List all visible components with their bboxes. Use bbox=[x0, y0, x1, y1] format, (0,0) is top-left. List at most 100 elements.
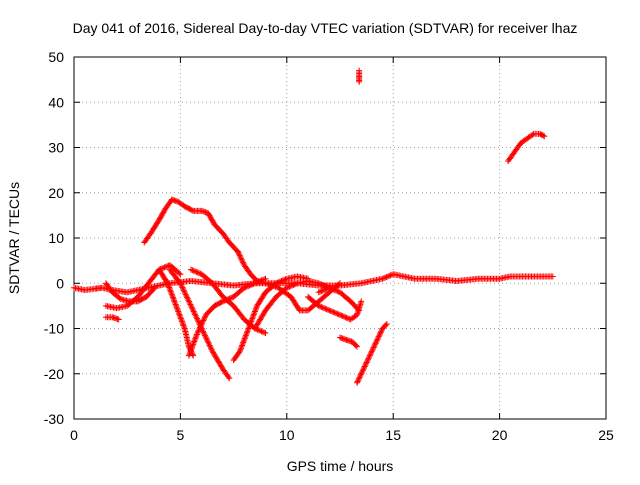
data-point-interp bbox=[343, 314, 350, 321]
data-point-interp bbox=[181, 288, 188, 295]
data-point-interp bbox=[180, 322, 187, 329]
data-point-interp bbox=[243, 329, 250, 336]
data-point-interp bbox=[330, 309, 337, 316]
data-point-interp bbox=[356, 374, 363, 381]
data-point-interp bbox=[265, 281, 272, 288]
data-point-interp bbox=[185, 297, 192, 304]
data-point bbox=[354, 379, 361, 386]
data-point-interp bbox=[178, 318, 185, 325]
y-tick-label: -30 bbox=[44, 411, 64, 427]
data-point-interp bbox=[197, 323, 204, 330]
data-point-interp bbox=[319, 281, 326, 288]
data-point-interp bbox=[252, 305, 259, 312]
data-point bbox=[194, 330, 201, 337]
data-point-interp bbox=[178, 281, 185, 288]
data-point-interp bbox=[227, 294, 234, 301]
data-point-interp bbox=[263, 280, 270, 287]
data-point-interp bbox=[339, 313, 346, 320]
data-point-interp bbox=[247, 319, 254, 326]
data-point-interp bbox=[116, 295, 123, 302]
data-point-interp bbox=[277, 278, 284, 285]
data-point-interp bbox=[540, 132, 547, 139]
data-point-interp bbox=[318, 304, 325, 311]
data-point-interp bbox=[178, 283, 185, 290]
data-point-interp bbox=[184, 295, 191, 302]
data-point-interp bbox=[382, 322, 389, 329]
data-point-interp bbox=[208, 216, 215, 223]
data-point-interp bbox=[165, 281, 172, 288]
data-point-interp bbox=[244, 326, 251, 333]
data-point-interp bbox=[333, 310, 340, 317]
data-point-interp bbox=[375, 333, 382, 340]
data-point-interp bbox=[272, 283, 279, 290]
data-point-interp bbox=[202, 332, 209, 339]
data-point-interp bbox=[191, 338, 198, 345]
data-point bbox=[151, 284, 158, 291]
series-arc-cascade-a bbox=[156, 266, 197, 359]
data-point-interp bbox=[318, 288, 325, 295]
data-point-interp bbox=[206, 212, 213, 219]
data-point-interp bbox=[188, 207, 195, 214]
data-point-interp bbox=[278, 277, 285, 284]
data-point-interp bbox=[355, 375, 362, 382]
data-point bbox=[219, 298, 226, 305]
data-point-interp bbox=[357, 371, 364, 378]
data-point-interp bbox=[192, 335, 199, 342]
data-point-interp bbox=[188, 345, 195, 352]
data-point-interp bbox=[281, 276, 288, 283]
data-point-interp bbox=[331, 287, 338, 294]
data-point-interp bbox=[201, 331, 208, 338]
data-point-interp bbox=[368, 349, 375, 356]
data-point bbox=[205, 210, 212, 217]
data-point-interp bbox=[331, 309, 338, 316]
data-point-interp bbox=[197, 324, 204, 331]
data-point-interp bbox=[380, 275, 387, 282]
data-point-interp bbox=[387, 272, 394, 279]
data-point-interp bbox=[322, 305, 329, 312]
data-point-interp bbox=[261, 329, 268, 336]
y-tick-label: 0 bbox=[56, 275, 64, 291]
data-point-interp bbox=[371, 341, 378, 348]
data-point-interp bbox=[192, 334, 199, 341]
data-point-interp bbox=[158, 211, 165, 218]
data-point-interp bbox=[374, 336, 381, 343]
data-point-interp bbox=[198, 321, 205, 328]
data-point-interp bbox=[244, 328, 251, 335]
data-point-interp bbox=[257, 327, 264, 334]
data-point-interp bbox=[174, 305, 181, 312]
data-point-interp bbox=[358, 370, 365, 377]
data-point-interp bbox=[186, 300, 193, 307]
data-point-interp bbox=[377, 329, 384, 336]
data-point-interp bbox=[189, 267, 196, 274]
data-point bbox=[337, 311, 343, 318]
data-point-interp bbox=[321, 287, 328, 294]
data-point-interp bbox=[193, 331, 200, 338]
data-point bbox=[234, 248, 241, 255]
data-point-interp bbox=[355, 306, 362, 313]
data-point-interp bbox=[189, 342, 196, 349]
data-point-interp bbox=[158, 213, 165, 220]
data-point-interp bbox=[251, 309, 258, 316]
data-point-interp bbox=[157, 214, 164, 221]
data-point bbox=[188, 302, 195, 309]
data-point-interp bbox=[180, 287, 187, 294]
data-point-interp bbox=[165, 283, 172, 290]
data-point-interp bbox=[178, 317, 185, 324]
y-tick-label: -10 bbox=[44, 321, 64, 337]
data-point-interp bbox=[173, 304, 180, 311]
data-point-interp bbox=[237, 346, 244, 353]
data-point-interp bbox=[176, 270, 183, 277]
data-point-interp bbox=[363, 359, 370, 366]
data-point bbox=[315, 302, 322, 309]
data-point-interp bbox=[191, 309, 198, 316]
data-point-interp bbox=[246, 322, 253, 329]
series-arc-hump-18 bbox=[141, 196, 241, 255]
data-point-interp bbox=[182, 291, 189, 298]
data-point bbox=[115, 316, 122, 323]
data-point-interp bbox=[236, 251, 243, 258]
data-point-interp bbox=[208, 346, 215, 353]
data-point-interp bbox=[180, 285, 187, 292]
data-point-interp bbox=[183, 292, 190, 299]
data-point-interp bbox=[354, 378, 361, 385]
data-point-interp bbox=[318, 281, 325, 288]
